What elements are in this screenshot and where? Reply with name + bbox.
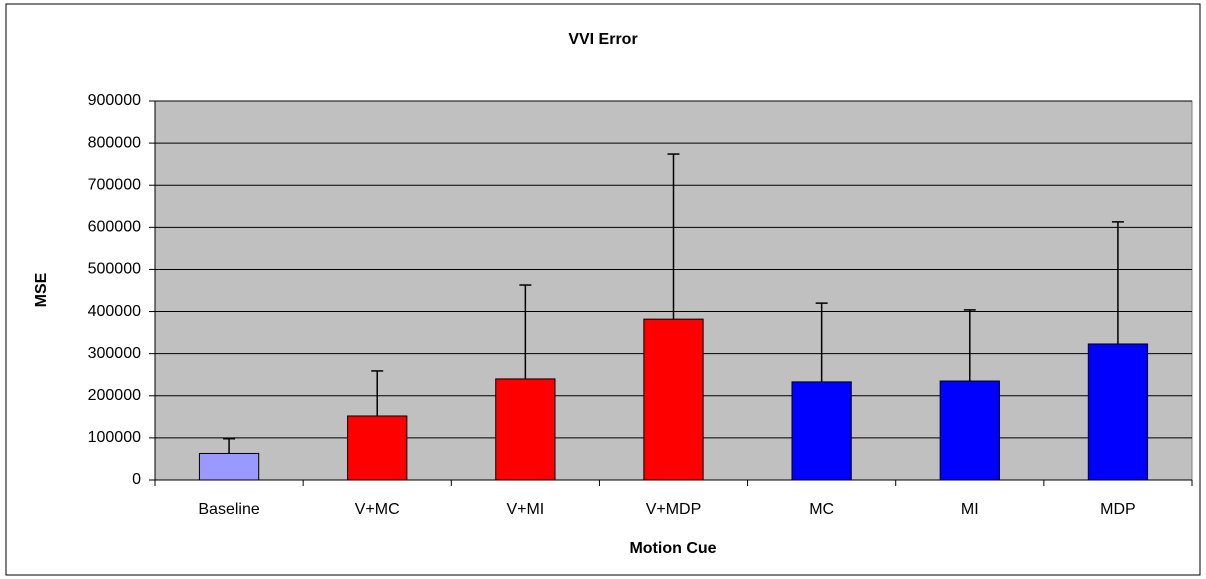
- bar: [1087, 343, 1149, 481]
- bar: [791, 381, 852, 481]
- bar: [347, 415, 408, 481]
- y-tick-label: 100000: [88, 429, 141, 446]
- chart-title: VVI Error: [568, 31, 637, 48]
- x-tick-label: MDP: [1100, 501, 1136, 518]
- x-tick-label: MI: [961, 501, 979, 518]
- y-axis-title: MSE: [33, 272, 50, 307]
- bar: [643, 318, 704, 481]
- x-tick-label: V+MDP: [646, 501, 702, 518]
- x-axis-title: Motion Cue: [629, 540, 716, 557]
- y-tick-label: 600000: [88, 219, 141, 236]
- x-tick-label: MC: [809, 501, 834, 518]
- x-tick-label: V+MC: [355, 501, 400, 518]
- x-tick-label: V+MI: [506, 501, 544, 518]
- bar: [495, 378, 556, 481]
- y-tick-label: 300000: [88, 345, 141, 362]
- y-tick-label: 800000: [88, 134, 141, 151]
- y-tick-label: 900000: [88, 92, 141, 109]
- y-tick-label: 400000: [88, 303, 141, 320]
- bar: [198, 452, 260, 481]
- bar: [939, 380, 1000, 481]
- y-tick-label: 700000: [88, 176, 141, 193]
- y-tick-label: 0: [132, 471, 141, 488]
- y-tick-label: 200000: [88, 387, 141, 404]
- x-tick-label: Baseline: [198, 501, 259, 518]
- y-tick-label: 500000: [88, 261, 141, 278]
